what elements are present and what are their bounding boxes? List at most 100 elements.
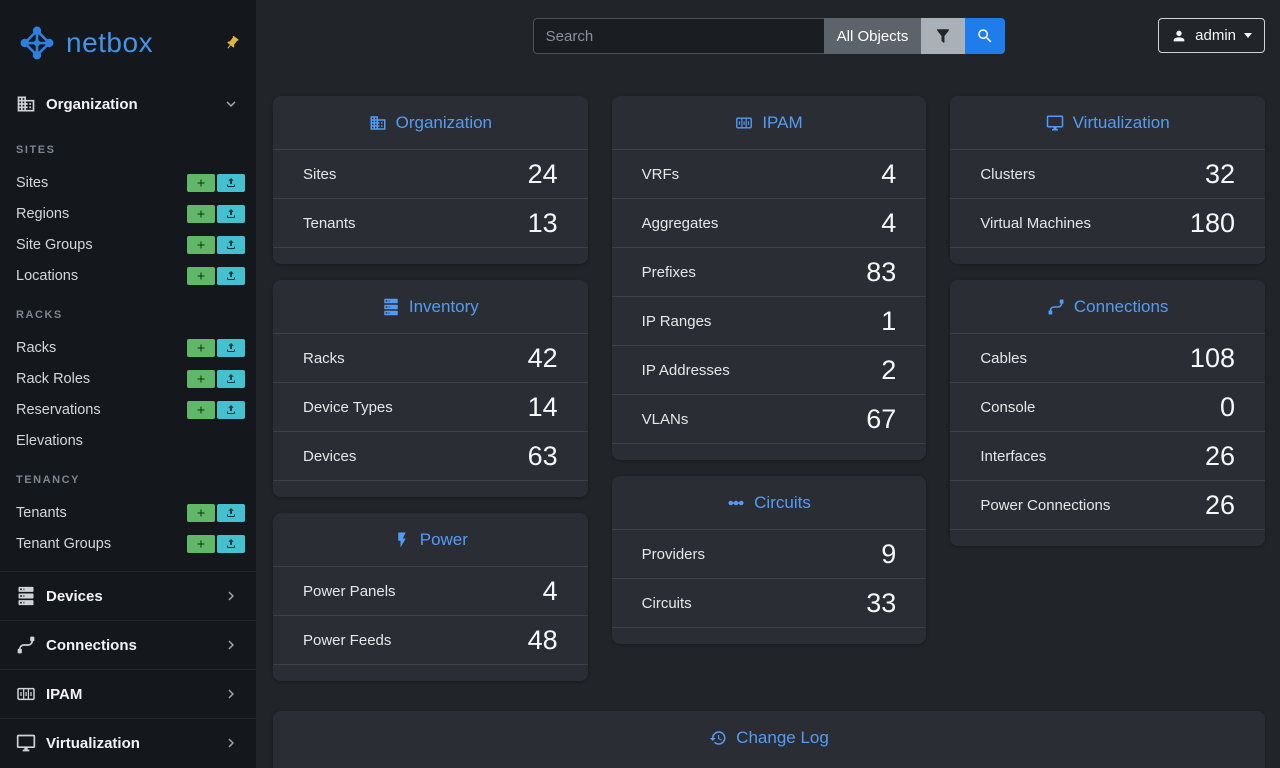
stat-row-vlans[interactable]: VLANs 67: [611, 394, 927, 443]
search-input[interactable]: [532, 18, 824, 54]
netbox-logo[interactable]: netbox: [16, 22, 153, 64]
chevron-down-icon: [222, 95, 240, 113]
pin-sidebar-button[interactable]: [224, 35, 240, 51]
add-button[interactable]: [187, 503, 215, 522]
stat-row-interfaces[interactable]: Interfaces 26: [950, 431, 1265, 480]
import-button[interactable]: [217, 266, 245, 285]
card-rows: Power Panels 4 Power Feeds 48: [273, 566, 588, 665]
card-changelog: Change Log: [273, 711, 1265, 768]
stat-row-providers[interactable]: Providers 9: [611, 529, 927, 578]
card-header: Organization: [273, 96, 588, 149]
add-button[interactable]: [187, 369, 215, 388]
stat-row-racks[interactable]: Racks 42: [273, 333, 588, 382]
stat-row-circuits[interactable]: Circuits 33: [611, 578, 927, 627]
stat-row-virtual-machines[interactable]: Virtual Machines 180: [950, 198, 1265, 247]
sidebar-item-link[interactable]: Regions: [16, 205, 70, 222]
stat-label: Tenants: [303, 214, 356, 232]
sidebar-item-link[interactable]: Reservations: [16, 401, 101, 418]
import-button[interactable]: [217, 534, 245, 553]
stat-row-sites[interactable]: Sites 24: [273, 149, 588, 198]
card-title-inventory[interactable]: Inventory: [382, 295, 479, 318]
add-button[interactable]: [187, 173, 215, 192]
stat-row-aggregates[interactable]: Aggregates 4: [611, 198, 927, 247]
sidebar-item-link[interactable]: Sites: [16, 174, 49, 191]
card-header: Change Log: [273, 711, 1265, 764]
card-title-power[interactable]: Power: [393, 528, 468, 551]
add-button[interactable]: [187, 534, 215, 553]
card-title-connections[interactable]: Connections: [1047, 295, 1168, 318]
search-scope-button[interactable]: All Objects: [823, 18, 922, 54]
sidebar-item-link[interactable]: Racks: [16, 339, 57, 356]
add-button[interactable]: [187, 204, 215, 223]
stat-row-ip-ranges[interactable]: IP Ranges 1: [611, 296, 927, 345]
main-content: All Objects admin Organization: [256, 0, 1280, 768]
stat-label: Interfaces: [980, 447, 1047, 465]
sidebar-item-link[interactable]: Locations: [16, 267, 79, 284]
nav-group-header-connections[interactable]: Connections: [0, 621, 256, 669]
import-button[interactable]: [217, 204, 245, 223]
import-button[interactable]: [217, 503, 245, 522]
plus-icon: [195, 239, 207, 251]
sidebar-item-link[interactable]: Site Groups: [16, 236, 93, 253]
stat-row-cables[interactable]: Cables 108: [950, 333, 1265, 382]
caret-down-icon: [1244, 33, 1252, 38]
sidebar-item-link[interactable]: Tenant Groups: [16, 535, 112, 552]
stat-label: Aggregates: [641, 214, 719, 232]
import-button[interactable]: [217, 338, 245, 357]
sidebar: netbox Organization SITES Sites Regions: [0, 0, 256, 768]
add-button[interactable]: [187, 338, 215, 357]
nav-group-header-organization[interactable]: Organization: [0, 82, 256, 126]
sidebar-item-link[interactable]: Rack Roles: [16, 370, 91, 387]
card-rows: Providers 9 Circuits 33: [611, 529, 927, 628]
brand-header: netbox: [0, 0, 256, 82]
sidebar-item-link[interactable]: Tenants: [16, 504, 67, 521]
plus-icon: [195, 507, 207, 519]
stat-value: 67: [866, 403, 897, 434]
card-rows: Racks 42 Device Types 14 Devices 63: [273, 333, 588, 481]
stat-row-device-types[interactable]: Device Types 14: [273, 382, 588, 431]
nav-group-header-ipam[interactable]: IPAM: [0, 670, 256, 718]
stat-row-devices[interactable]: Devices 63: [273, 431, 588, 480]
import-button[interactable]: [217, 369, 245, 388]
add-button[interactable]: [187, 235, 215, 254]
sidebar-item-link[interactable]: Elevations: [16, 432, 83, 449]
filter-icon: [934, 27, 952, 45]
search-submit-button[interactable]: [965, 18, 1006, 54]
stat-row-power-panels[interactable]: Power Panels 4: [273, 566, 588, 615]
stat-row-prefixes[interactable]: Prefixes 83: [611, 247, 927, 296]
stat-row-power-feeds[interactable]: Power Feeds 48: [273, 615, 588, 664]
sidebar-item-sites: Sites: [0, 167, 256, 198]
nav-group-label: Devices: [46, 587, 103, 605]
stat-value: 4: [542, 575, 558, 606]
stat-row-ip-addresses[interactable]: IP Addresses 2: [611, 345, 927, 394]
card-header: IPAM: [612, 96, 927, 149]
stat-row-vrfs[interactable]: VRFs 4: [611, 149, 927, 198]
stat-value: 42: [527, 342, 558, 373]
chevron-right-icon: [222, 734, 240, 752]
nav-group-header-devices[interactable]: Devices: [0, 572, 256, 620]
card-title-changelog[interactable]: Change Log: [709, 726, 829, 749]
card-title-ipam[interactable]: IPAM: [735, 111, 803, 134]
user-menu-button[interactable]: admin: [1158, 18, 1265, 53]
add-button[interactable]: [187, 400, 215, 419]
nav-group-header-virtualization[interactable]: Virtualization: [0, 719, 256, 767]
card-title-organization[interactable]: Organization: [369, 111, 492, 134]
stat-row-clusters[interactable]: Clusters 32: [950, 149, 1265, 198]
add-button[interactable]: [187, 266, 215, 285]
stat-value: 180: [1189, 207, 1235, 238]
import-button[interactable]: [217, 173, 245, 192]
import-button[interactable]: [217, 235, 245, 254]
card-title-virtualization[interactable]: Virtualization: [1046, 111, 1170, 134]
nav-group-label: Organization: [46, 95, 138, 113]
chevron-right-icon: [222, 685, 240, 703]
card-header: Inventory: [273, 280, 588, 333]
card-power: Power Power Panels 4 Power Feeds 48: [273, 513, 588, 681]
filter-button[interactable]: [921, 18, 966, 54]
card-title-circuits[interactable]: Circuits: [727, 491, 811, 514]
import-button[interactable]: [217, 400, 245, 419]
virtualization-icon: [16, 733, 36, 753]
stat-row-power-connections[interactable]: Power Connections 26: [950, 480, 1265, 529]
item-actions: [187, 173, 245, 192]
stat-row-tenants[interactable]: Tenants 13: [273, 198, 588, 247]
stat-row-console[interactable]: Console 0: [950, 382, 1265, 431]
